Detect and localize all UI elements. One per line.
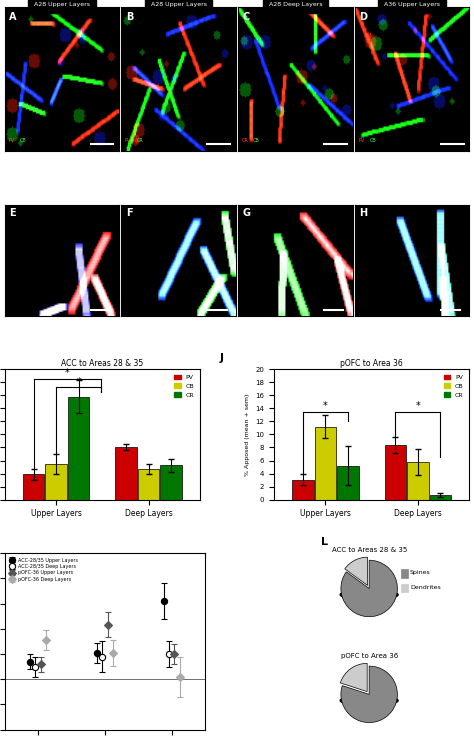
Title: A28 Upper Layers: A28 Upper Layers <box>151 2 207 7</box>
Title: A28 Deep Layers: A28 Deep Layers <box>269 2 322 7</box>
Text: C: C <box>243 12 250 21</box>
Text: CR: CR <box>242 138 248 142</box>
Text: CB: CB <box>253 138 260 142</box>
Ellipse shape <box>340 590 398 600</box>
Bar <box>160 465 182 500</box>
Bar <box>46 464 67 500</box>
Y-axis label: % Apposed (mean + sem): % Apposed (mean + sem) <box>245 394 250 475</box>
Bar <box>407 462 428 500</box>
Title: pOFC to Area 36: pOFC to Area 36 <box>340 359 403 368</box>
Title: ACC to Areas 28 & 35: ACC to Areas 28 & 35 <box>331 547 407 553</box>
Bar <box>315 427 336 500</box>
Bar <box>430 495 451 500</box>
Title: pOFC to Area 36: pOFC to Area 36 <box>340 653 398 659</box>
Text: Dendrites: Dendrites <box>410 584 441 590</box>
Wedge shape <box>341 666 397 722</box>
Text: E: E <box>9 208 16 218</box>
Text: CR: CR <box>137 138 143 142</box>
Text: G: G <box>243 208 251 218</box>
Bar <box>68 397 90 500</box>
Text: PV: PV <box>125 138 131 142</box>
Ellipse shape <box>340 695 398 706</box>
Text: J: J <box>219 353 223 363</box>
Bar <box>138 469 159 500</box>
Bar <box>401 570 408 578</box>
Wedge shape <box>341 560 397 617</box>
Text: L: L <box>321 537 328 547</box>
Text: *: * <box>323 401 328 411</box>
Text: CB: CB <box>19 138 27 142</box>
Text: *: * <box>416 401 420 411</box>
Text: CB: CB <box>370 138 376 142</box>
Text: PV: PV <box>8 138 14 142</box>
Title: ACC to Areas 28 & 35: ACC to Areas 28 & 35 <box>61 359 144 368</box>
Text: D: D <box>359 12 367 21</box>
Wedge shape <box>345 557 368 585</box>
Bar <box>384 445 406 500</box>
Bar <box>337 466 359 500</box>
Bar <box>401 584 408 592</box>
Title: A36 Upper Layers: A36 Upper Layers <box>384 2 440 7</box>
Text: B: B <box>126 12 133 21</box>
Wedge shape <box>340 663 367 691</box>
Text: *: * <box>65 368 70 378</box>
Legend: PV, CB, CR: PV, CB, CR <box>441 372 466 400</box>
Text: F: F <box>126 208 133 218</box>
Text: Spines: Spines <box>410 570 431 576</box>
Text: H: H <box>359 208 367 218</box>
Bar <box>292 480 314 500</box>
Text: PV: PV <box>358 138 365 142</box>
Legend: PV, CB, CR: PV, CB, CR <box>172 372 197 400</box>
Text: A: A <box>9 12 17 21</box>
Legend: ACC-28/35 Upper Layers, ACC-28/35 Deep Layers, pOFC-36 Upper Layers, pOFC-36 Dee: ACC-28/35 Upper Layers, ACC-28/35 Deep L… <box>7 556 80 584</box>
Bar <box>115 447 137 500</box>
Text: *: * <box>76 377 81 387</box>
Title: A28 Upper Layers: A28 Upper Layers <box>34 2 90 7</box>
Bar <box>23 475 44 500</box>
